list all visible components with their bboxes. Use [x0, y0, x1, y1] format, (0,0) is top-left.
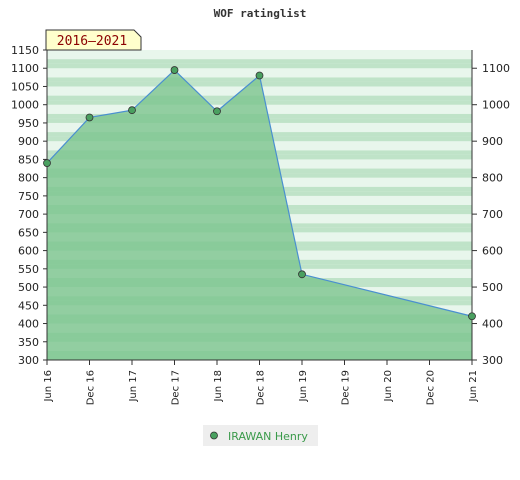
period-badge: 2016–2021 — [45, 29, 142, 51]
right-tick-label: 1000 — [482, 99, 510, 112]
x-tick-label: Dec 16 — [86, 370, 97, 405]
background-band — [47, 59, 472, 64]
data-point — [255, 71, 264, 80]
legend: IRAWAN Henry — [203, 425, 318, 446]
background-band — [47, 54, 472, 60]
chart-title: WOF ratinglist — [214, 7, 307, 20]
left-tick-label: 1000 — [11, 99, 39, 112]
background-band — [47, 50, 472, 55]
right-tick-label: 600 — [482, 245, 503, 258]
right-tick-label: 500 — [482, 281, 503, 294]
series-line — [46, 69, 473, 317]
right-tick-label: 900 — [482, 135, 503, 148]
legend-marker — [210, 431, 218, 440]
period-badge-text: 2016–2021 — [57, 34, 127, 49]
area-layer — [46, 69, 473, 360]
left-tick-label: 400 — [18, 318, 39, 331]
left-tick-label: 450 — [18, 299, 39, 312]
data-point — [43, 159, 51, 167]
series-area — [47, 70, 472, 360]
data-point — [128, 106, 136, 115]
right-tick-label: 300 — [482, 354, 503, 367]
left-tick-label: 650 — [18, 226, 39, 239]
data-point — [468, 312, 476, 321]
left-tick-label: 350 — [18, 336, 39, 349]
period-badge-box — [45, 29, 142, 51]
x-tick-label: Jun 20 — [383, 370, 394, 403]
left-tick-label: 950 — [18, 117, 39, 130]
x-tick-label: Dec 19 — [341, 370, 352, 405]
x-tick-label: Jun 17 — [128, 370, 139, 403]
left-tick-label: 500 — [18, 281, 39, 294]
left-tick-label: 1150 — [11, 44, 39, 57]
x-tick-label: Dec 20 — [426, 370, 437, 405]
right-tick-label: 700 — [482, 208, 503, 221]
data-point — [85, 113, 94, 122]
left-tick-label: 750 — [18, 190, 39, 203]
markers — [43, 66, 476, 321]
left-tick-label: 600 — [18, 245, 39, 258]
axes: 300 350 400 450 500 550 600 650 700 750 800 850 900 9… — [11, 44, 510, 405]
left-tick-label: 300 — [18, 354, 39, 367]
left-tick-label: 700 — [18, 208, 39, 221]
left-tick-label: 850 — [18, 153, 39, 166]
data-point — [170, 66, 179, 74]
x-tick-label: Jun 16 — [43, 370, 54, 403]
data-point — [298, 270, 306, 279]
right-tick-label: 400 — [482, 318, 503, 331]
x-tick-label: Jun 19 — [298, 370, 309, 403]
x-tick-label: Jun 18 — [213, 370, 224, 403]
x-tick-label: Dec 18 — [256, 370, 267, 405]
x-tick-label: Dec 17 — [171, 370, 182, 405]
right-tick-label: 800 — [482, 172, 503, 185]
background-band — [47, 63, 472, 69]
left-tick-label: 550 — [18, 263, 39, 276]
right-tick-label: 1100 — [482, 62, 510, 75]
left-tick-label: 1100 — [11, 62, 39, 75]
legend-label: IRAWAN Henry — [228, 430, 308, 443]
x-tick-label: Jun 21 — [468, 370, 479, 403]
left-tick-label: 900 — [18, 135, 39, 148]
data-point — [213, 107, 221, 116]
left-tick-label: 1050 — [11, 80, 39, 93]
left-tick-label: 800 — [18, 172, 39, 185]
background-band — [47, 68, 472, 73]
legend-box — [203, 425, 318, 446]
